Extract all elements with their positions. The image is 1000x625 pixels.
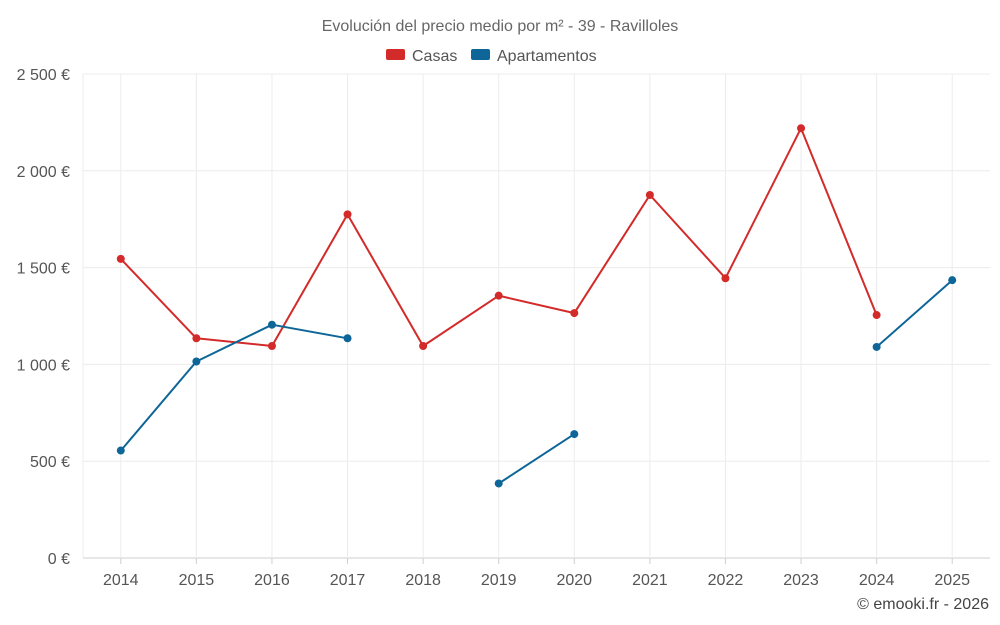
x-tick-label: 2025 — [934, 572, 970, 589]
legend-swatch-casas — [386, 49, 405, 60]
data-point-apartamentos — [343, 334, 352, 343]
x-tick-label: 2021 — [632, 572, 668, 589]
data-point-casas — [116, 254, 125, 263]
x-tick-label: 2023 — [783, 572, 819, 589]
x-tick-label: 2015 — [179, 572, 215, 589]
series-line-apartamentos — [875, 279, 953, 348]
data-point-apartamentos — [872, 342, 881, 351]
data-point-apartamentos — [192, 357, 201, 366]
series-line-apartamentos — [498, 433, 575, 485]
x-tick-label: 2019 — [481, 572, 517, 589]
data-point-casas — [872, 311, 881, 320]
x-axis: 2014 2015 2016 2017 2018 2019 2020 2021 2022 2023… — [103, 558, 970, 589]
grid — [82, 73, 990, 559]
data-point-casas — [419, 342, 428, 351]
data-point-casas — [494, 291, 503, 300]
legend-label-casas[interactable]: Casas — [412, 48, 457, 65]
data-point-casas — [192, 334, 201, 343]
x-tick-label: 2020 — [556, 572, 592, 589]
legend-swatch-apartamentos — [471, 49, 490, 60]
chart-title: Evolución del precio medio por m² - 39 -… — [322, 18, 679, 35]
x-tick-label: 2016 — [254, 572, 290, 589]
data-point-apartamentos — [116, 446, 125, 455]
data-point-apartamentos — [948, 276, 957, 285]
data-point-apartamentos — [570, 430, 579, 439]
data-point-apartamentos — [267, 320, 276, 329]
x-tick-label: 2014 — [103, 572, 139, 589]
x-tick-label: 2022 — [708, 572, 744, 589]
y-axis: 0 € 500 € 1 000 € 1 500 € 2 000 € 2 500 € — [17, 67, 70, 568]
legend-label-apartamentos[interactable]: Apartamentos — [497, 48, 597, 65]
y-tick-label: 1 000 € — [17, 357, 70, 374]
x-tick-label: 2024 — [859, 572, 895, 589]
data-point-casas — [721, 274, 730, 283]
y-tick-label: 2 000 € — [17, 164, 70, 181]
data-point-casas — [570, 309, 579, 318]
x-tick-label: 2018 — [405, 572, 441, 589]
y-tick-label: 1 500 € — [17, 261, 70, 278]
data-point-casas — [645, 191, 654, 199]
data-point-casas — [267, 342, 276, 351]
y-tick-label: 0 € — [48, 551, 70, 568]
credit-text: © emooki.fr - 2026 — [857, 596, 989, 613]
x-tick-label: 2017 — [330, 572, 366, 589]
data-point-casas — [797, 124, 806, 133]
legend[interactable]: Casas Apartamentos — [386, 48, 597, 65]
data-point-casas — [343, 210, 352, 219]
series-group — [116, 124, 957, 488]
y-tick-label: 2 500 € — [17, 67, 70, 84]
y-tick-label: 500 € — [30, 454, 70, 471]
series-line-apartamentos — [120, 323, 348, 452]
data-point-apartamentos — [494, 479, 503, 488]
